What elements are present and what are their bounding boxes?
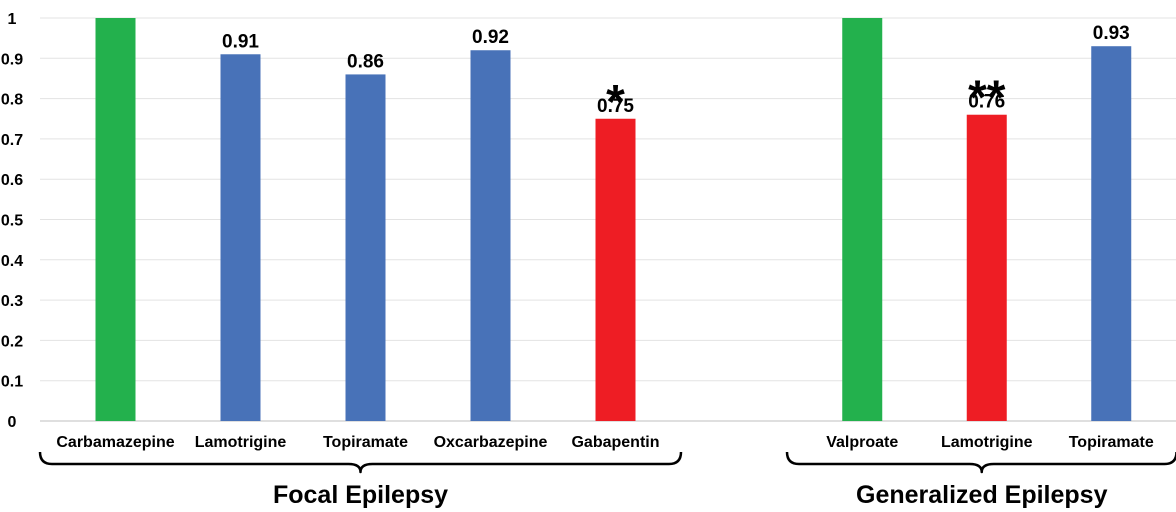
y-tick-label: 0.9 [1, 51, 23, 68]
category-label: Oxcarbazepine [434, 434, 548, 451]
bar-lamotrigine [220, 54, 261, 422]
bar-valproate [842, 18, 883, 421]
group-bracket [785, 451, 1176, 474]
group-bracket [38, 451, 683, 474]
category-label: Lamotrigine [941, 434, 1033, 451]
bar-lamotrigine [966, 114, 1007, 421]
significance-marker: * [606, 76, 625, 129]
y-tick-label: 0 [8, 414, 17, 431]
category-label: Lamotrigine [195, 434, 287, 451]
y-tick-label: 0.4 [1, 253, 23, 270]
bar-carbamazepine [95, 18, 136, 421]
bars [95, 18, 1132, 422]
category-label: Gabapentin [571, 434, 659, 451]
significance-marker: ** [968, 72, 1006, 125]
bar-gabapentin [595, 118, 636, 421]
y-axis-tick-labels: 0 0.1 0.2 0.3 0.4 0.5 0.6 0.7 0.8 0.9 1 [1, 11, 23, 431]
group-label: Generalized Epilepsy [856, 481, 1108, 509]
y-tick-label: 0.6 [1, 172, 23, 189]
data-label: 0.76 [968, 92, 1005, 113]
data-label: 0.75 [597, 96, 634, 117]
y-tick-label: 0.1 [1, 374, 23, 391]
data-label: 0.91 [222, 31, 259, 52]
y-tick-label: 0.3 [1, 293, 23, 310]
y-tick-label: 0.8 [1, 92, 23, 109]
category-label: Topiramate [1069, 434, 1154, 451]
bar-oxcarbazepine [470, 50, 511, 422]
bar-topiramate [345, 74, 386, 422]
y-tick-label: 0.5 [1, 213, 23, 230]
category-label: Topiramate [323, 434, 408, 451]
group-label: Focal Epilepsy [273, 481, 448, 509]
y-tick-label: 0.7 [1, 132, 23, 149]
category-label: Valproate [826, 434, 898, 451]
group-brackets: Focal Epilepsy Generalized Epilepsy [38, 451, 1176, 509]
data-label: 0.93 [1093, 23, 1130, 44]
bar-topiramate [1091, 46, 1132, 422]
data-label: 0.86 [347, 51, 384, 72]
data-label: 0.92 [472, 27, 509, 48]
category-label: Carbamazepine [56, 434, 174, 451]
y-tick-label: 1 [8, 11, 17, 28]
category-labels: Carbamazepine Lamotrigine Topiramate Oxcarb… [56, 434, 1154, 451]
data-labels: 0.91 0.86 0.92 0.75* 0.76** 0.93 [222, 23, 1130, 129]
y-tick-label: 0.2 [1, 333, 23, 350]
